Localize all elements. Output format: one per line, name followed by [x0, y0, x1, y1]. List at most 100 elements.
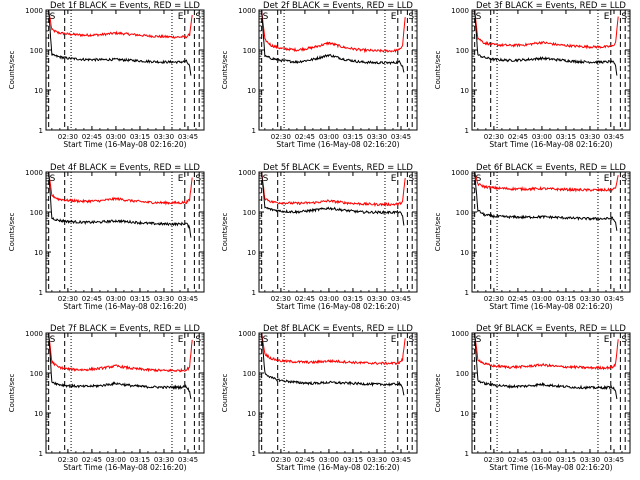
- y-tick-label: 100: [243, 47, 256, 55]
- y-axis-label: Counts/sec: [434, 213, 442, 252]
- x-tick-label: 03:30: [154, 133, 174, 141]
- events-series-line: [261, 9, 405, 73]
- x-axis-label: Start Time (16-May-08 02:16:20): [489, 463, 612, 472]
- y-tick-label: 10: [460, 249, 469, 257]
- x-tick-label: 03:45: [604, 456, 624, 464]
- x-tick-label: 02:30: [58, 456, 78, 464]
- y-tick-label: 10: [34, 87, 43, 95]
- marker-label: S: [195, 174, 201, 184]
- y-axis-label: Counts/sec: [434, 51, 442, 90]
- x-tick-label: 03:00: [532, 295, 552, 303]
- x-tick-label: 03:15: [343, 133, 363, 141]
- x-axis-label: Start Time (16-May-08 02:16:20): [489, 302, 612, 311]
- x-axis-label: Start Time (16-May-08 02:16:20): [63, 140, 186, 149]
- lld-series-line: [48, 171, 193, 206]
- x-tick-label: 02:30: [271, 133, 291, 141]
- x-tick-label: 02:45: [508, 295, 528, 303]
- x-tick-label: 03:30: [367, 133, 387, 141]
- det-panel: Det 8f BLACK = Events, RED = LLD Counts/s…: [221, 324, 418, 472]
- events-series-line: [261, 171, 405, 226]
- y-tick-label: 1: [39, 450, 43, 458]
- marker-label: E: [604, 12, 610, 22]
- marker-label: S: [263, 174, 269, 184]
- x-tick-label: 02:45: [508, 456, 528, 464]
- marker-label: S: [476, 12, 482, 22]
- x-tick-label: 03:45: [178, 133, 198, 141]
- plot-frame: [45, 9, 205, 131]
- x-tick-label: 03:30: [367, 295, 387, 303]
- marker-label: S: [408, 12, 414, 22]
- marker-label: S: [621, 335, 627, 345]
- plot-frame: [471, 332, 631, 454]
- det-panel: Det 3f BLACK = Events, RED = LLD Counts/s…: [434, 1, 631, 149]
- y-tick-label: 1000: [25, 330, 43, 338]
- x-axis-label: Start Time (16-May-08 02:16:20): [63, 302, 186, 311]
- y-tick-label: 10: [460, 87, 469, 95]
- det-panel: Det 6f BLACK = Events, RED = LLD Counts/s…: [434, 163, 631, 311]
- panel-title: Det 6f BLACK = Events, RED = LLD: [476, 163, 626, 173]
- marker-label: S: [50, 12, 56, 22]
- y-tick-label: 100: [30, 209, 43, 217]
- panel-title: Det 2f BLACK = Events, RED = LLD: [263, 1, 413, 11]
- y-tick-label: 10: [247, 410, 256, 418]
- lld-series-line: [261, 9, 406, 54]
- y-tick-label: 100: [456, 370, 469, 378]
- marker-label: S: [621, 12, 627, 22]
- y-tick-label: 100: [30, 47, 43, 55]
- panel-title: Det 3f BLACK = Events, RED = LLD: [476, 1, 626, 11]
- det-panel: Det 9f BLACK = Events, RED = LLD Counts/s…: [434, 324, 631, 472]
- panel-title: Det 7f BLACK = Events, RED = LLD: [50, 324, 200, 334]
- x-tick-label: 02:45: [82, 295, 102, 303]
- x-tick-label: 03:00: [319, 295, 339, 303]
- x-tick-label: 03:30: [154, 295, 174, 303]
- events-series-line: [48, 332, 192, 400]
- y-axis-label: Counts/sec: [221, 374, 229, 413]
- events-series-line: [48, 9, 192, 76]
- y-tick-label: 100: [243, 370, 256, 378]
- x-tick-label: 02:30: [58, 295, 78, 303]
- panel-title: Det 4f BLACK = Events, RED = LLD: [50, 163, 200, 173]
- x-tick-label: 02:45: [82, 133, 102, 141]
- y-tick-label: 1: [252, 289, 256, 297]
- x-tick-label: 03:15: [556, 133, 576, 141]
- x-tick-label: 02:45: [82, 456, 102, 464]
- lld-series-line: [474, 9, 619, 50]
- x-tick-label: 03:00: [319, 456, 339, 464]
- y-tick-label: 1000: [451, 7, 469, 15]
- events-series-line: [261, 332, 405, 396]
- marker-label: S: [263, 335, 269, 345]
- plot-frame: [258, 332, 418, 454]
- marker-label: S: [195, 335, 201, 345]
- det-panel: Det 4f BLACK = Events, RED = LLD Counts/s…: [8, 163, 205, 311]
- y-tick-label: 1: [465, 289, 469, 297]
- x-tick-label: 03:30: [580, 295, 600, 303]
- plot-frame: [471, 9, 631, 131]
- marker-label: E: [604, 174, 610, 184]
- plot-frame: [258, 9, 418, 131]
- y-tick-label: 10: [247, 249, 256, 257]
- y-axis-label: Counts/sec: [8, 213, 16, 252]
- marker-label: S: [476, 174, 482, 184]
- plot-frame: [45, 171, 205, 293]
- y-tick-label: 1000: [451, 330, 469, 338]
- events-series-line: [474, 171, 618, 231]
- y-tick-label: 1000: [238, 330, 256, 338]
- x-tick-label: 02:30: [58, 133, 78, 141]
- x-axis-label: Start Time (16-May-08 02:16:20): [276, 302, 399, 311]
- y-tick-label: 100: [30, 370, 43, 378]
- x-tick-label: 03:15: [556, 295, 576, 303]
- x-axis-label: Start Time (16-May-08 02:16:20): [276, 463, 399, 472]
- y-axis-label: Counts/sec: [221, 51, 229, 90]
- det-panel: Det 2f BLACK = Events, RED = LLD Counts/s…: [221, 1, 418, 149]
- x-tick-label: 03:00: [319, 133, 339, 141]
- x-tick-label: 03:15: [130, 133, 150, 141]
- y-axis-label: Counts/sec: [221, 213, 229, 252]
- x-tick-label: 02:45: [295, 456, 315, 464]
- marker-label: S: [408, 335, 414, 345]
- x-tick-label: 03:15: [130, 456, 150, 464]
- x-tick-label: 03:00: [532, 456, 552, 464]
- events-series-line: [474, 9, 618, 76]
- x-tick-label: 03:30: [580, 133, 600, 141]
- x-tick-label: 03:15: [343, 456, 363, 464]
